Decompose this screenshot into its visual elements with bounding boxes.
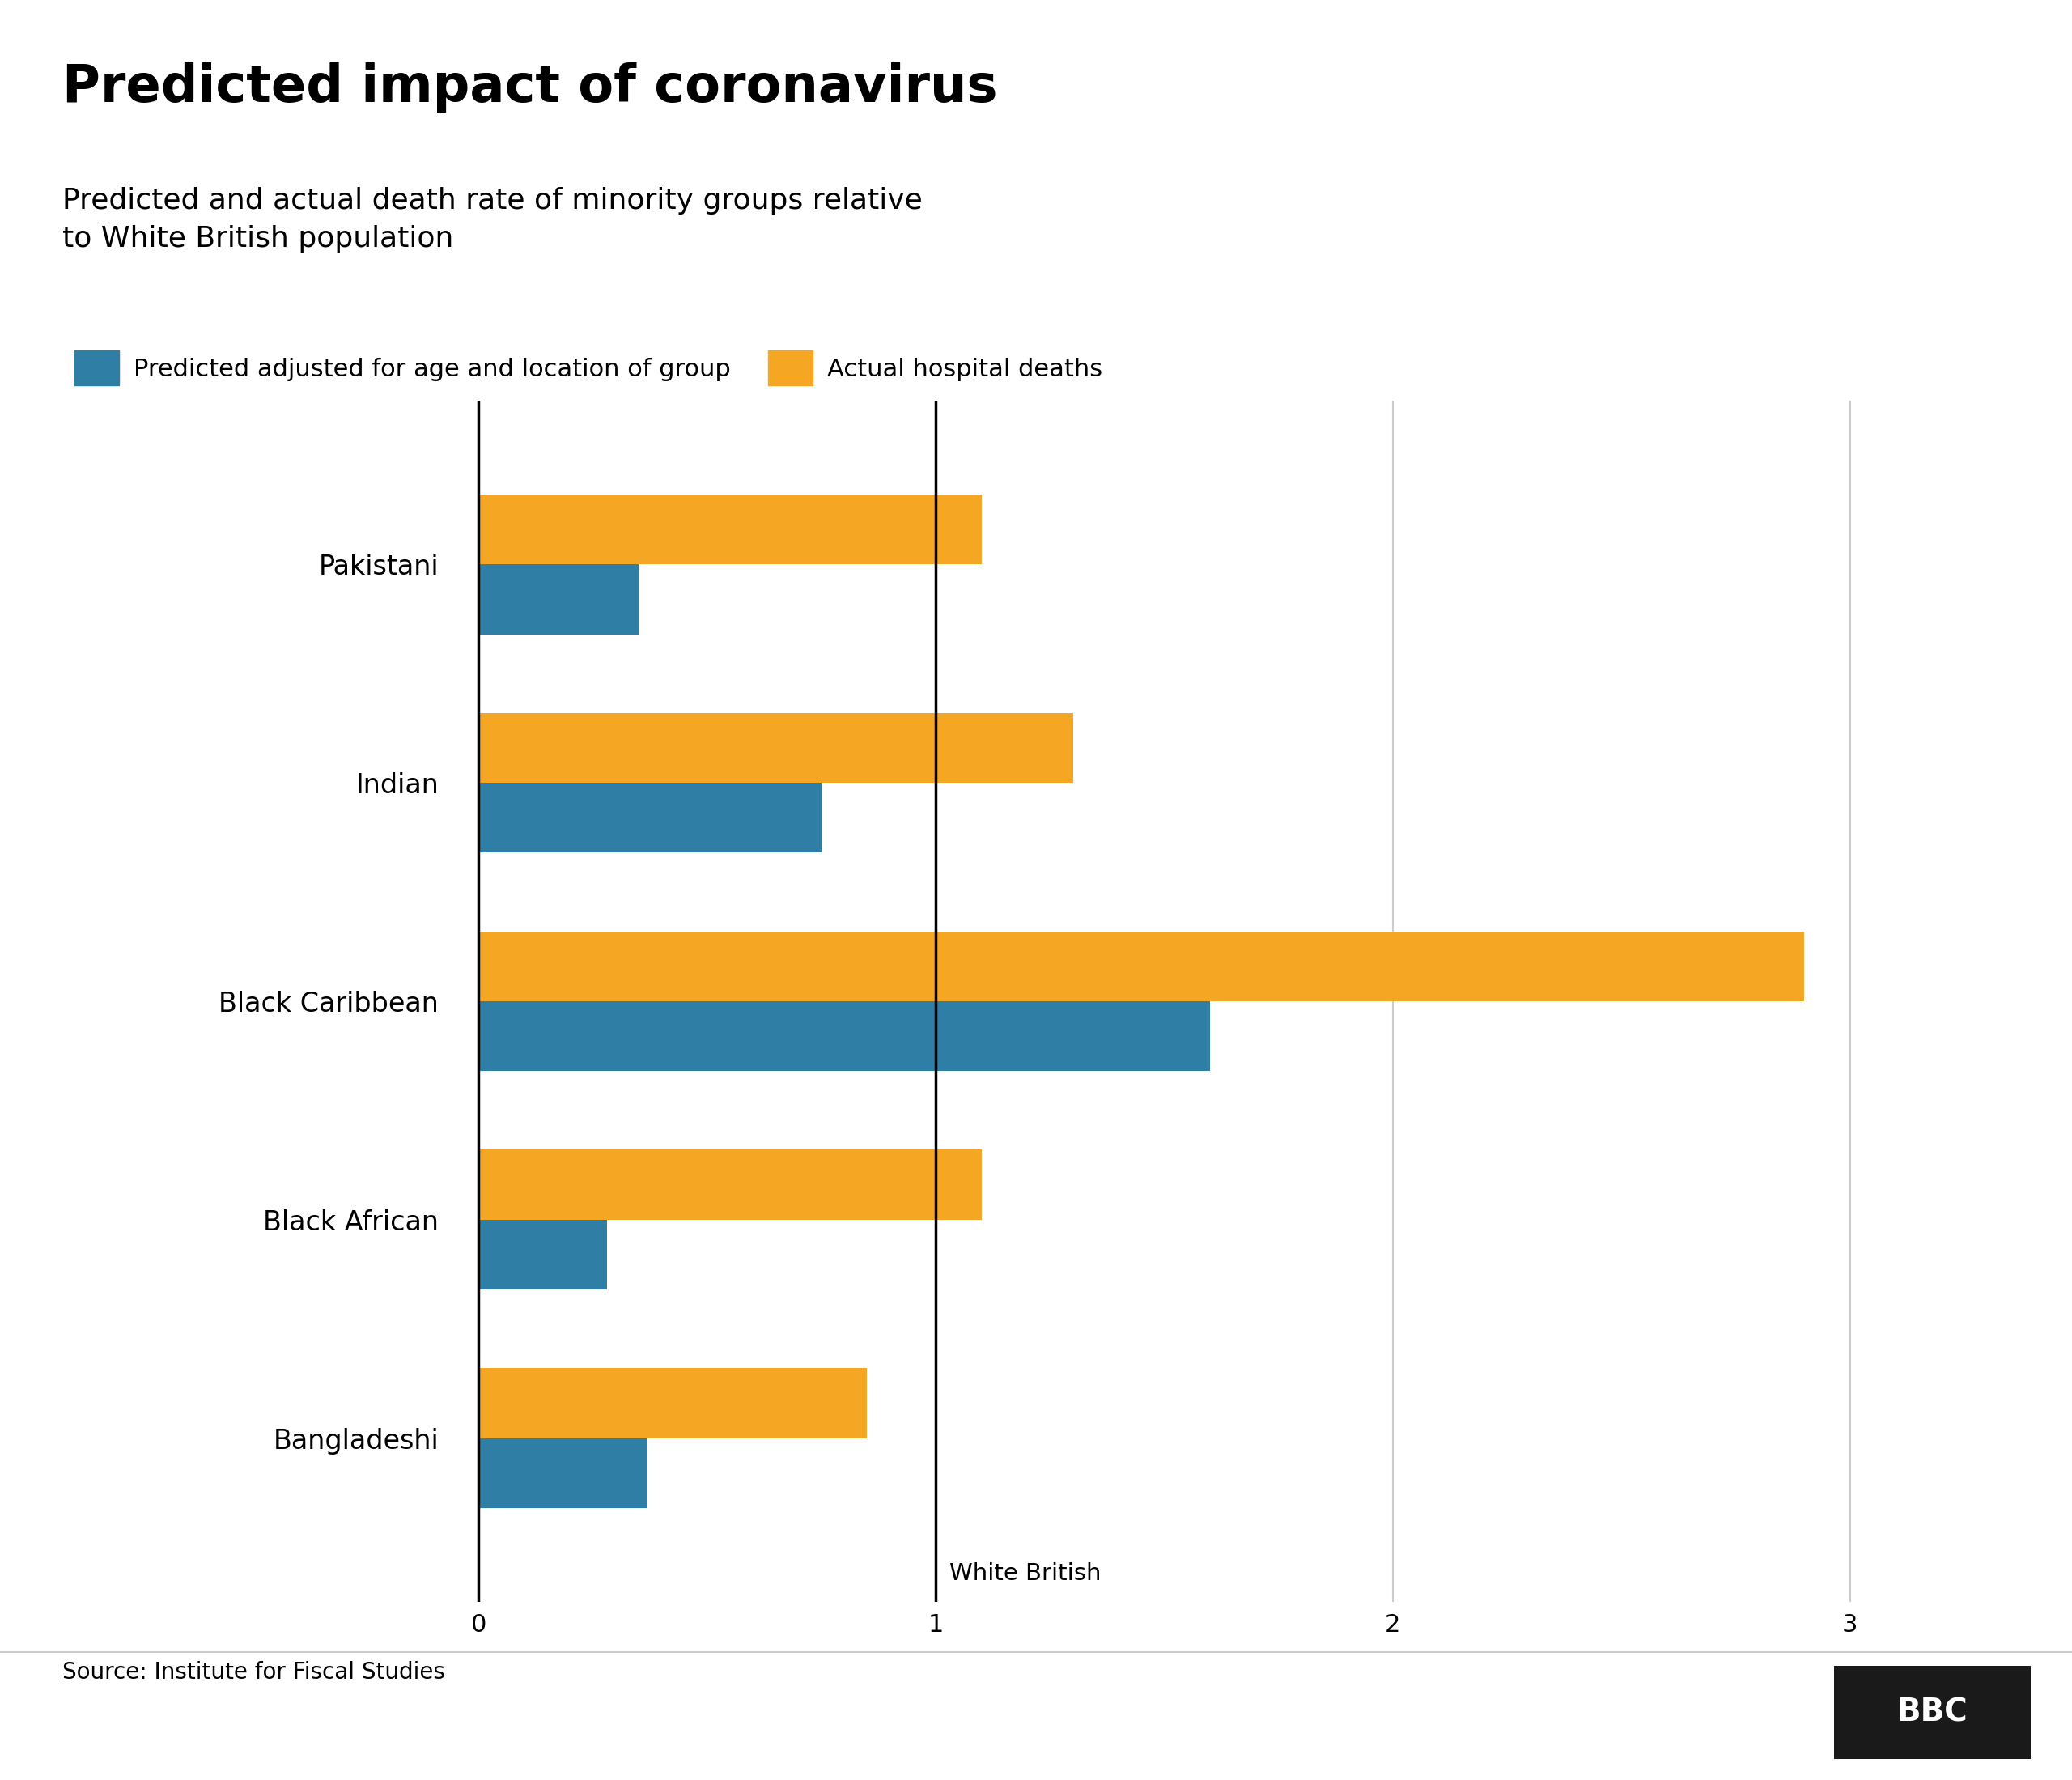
- Bar: [479, 783, 821, 853]
- Bar: [479, 495, 982, 564]
- Bar: [479, 714, 1073, 783]
- Text: Predicted impact of coronavirus: Predicted impact of coronavirus: [62, 62, 997, 112]
- Text: White British: White British: [949, 1563, 1100, 1584]
- Bar: [479, 564, 638, 634]
- Bar: [479, 1000, 1210, 1072]
- Text: BBC: BBC: [1896, 1696, 1968, 1728]
- Bar: [479, 1219, 607, 1289]
- Text: Predicted and actual death rate of minority groups relative
to White British pop: Predicted and actual death rate of minor…: [62, 187, 922, 253]
- Text: Source: Institute for Fiscal Studies: Source: Institute for Fiscal Studies: [62, 1661, 445, 1684]
- Bar: [479, 1150, 982, 1219]
- Bar: [479, 931, 1805, 1000]
- Bar: [479, 1369, 868, 1438]
- Legend: Predicted adjusted for age and location of group, Actual hospital deaths: Predicted adjusted for age and location …: [75, 351, 1102, 386]
- Bar: [479, 1438, 649, 1508]
